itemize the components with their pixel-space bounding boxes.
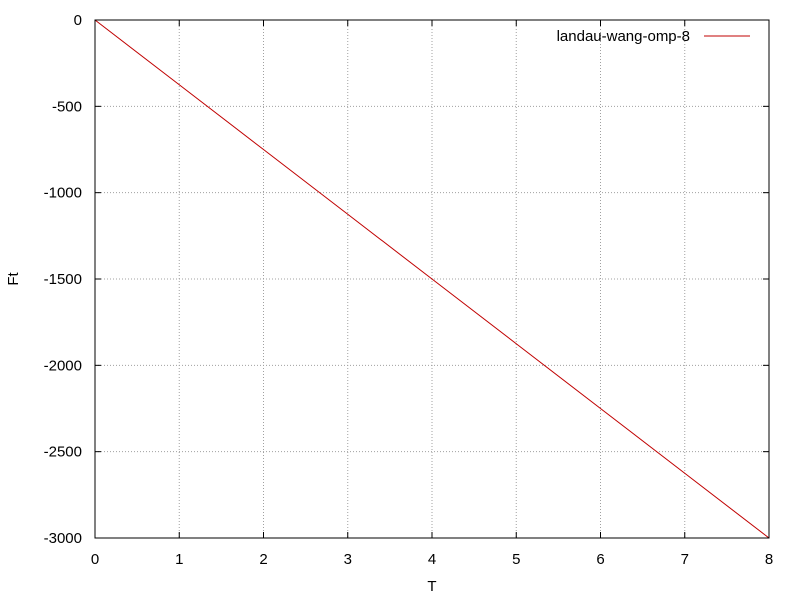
legend-label: landau-wang-omp-8	[557, 28, 690, 45]
y-tick-label: -1000	[44, 185, 82, 202]
x-tick-label: 2	[259, 551, 267, 568]
y-tick-label: -500	[52, 98, 82, 115]
series-layer	[94, 19, 770, 539]
y-tick-label: -3000	[44, 530, 82, 547]
series-line	[94, 19, 770, 539]
x-tick-label: 5	[512, 551, 520, 568]
y-tick-label: 0	[74, 12, 82, 29]
x-tick-label: 1	[175, 551, 183, 568]
x-tick-label: 8	[765, 551, 773, 568]
x-tick-label: 4	[428, 551, 436, 568]
x-axis-label: T	[427, 578, 436, 595]
x-tick-label: 7	[681, 551, 689, 568]
legend: landau-wang-omp-8	[557, 28, 750, 45]
ticks: 0 1 2 3 4 5 6 7 8 0 -500 -1000 -1500 -2000 -2500 -3000	[44, 12, 774, 568]
y-axis-label: Ft	[5, 272, 22, 286]
x-tick-label: 0	[91, 551, 99, 568]
y-tick-label: -2000	[44, 357, 82, 374]
y-tick-label: -1500	[44, 271, 82, 288]
x-tick-label: 3	[344, 551, 352, 568]
x-tick-label: 6	[596, 551, 604, 568]
y-tick-label: -2500	[44, 444, 82, 461]
